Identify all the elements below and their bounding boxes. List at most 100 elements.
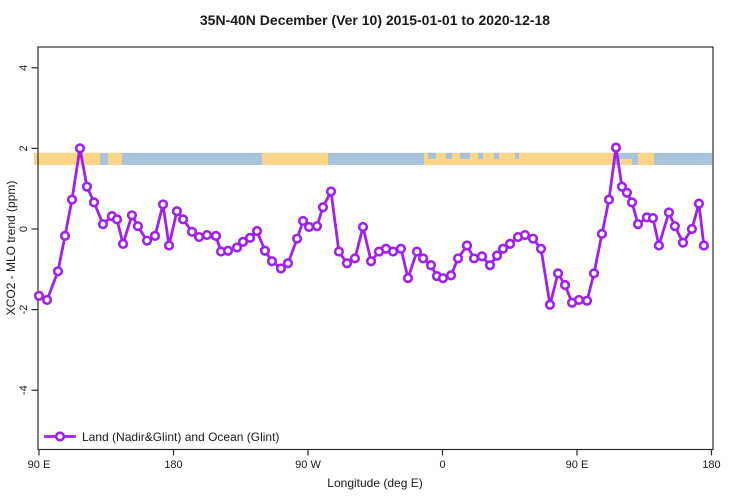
chart-layers: 90 E 180 90 W 0 90 E 180 -4 -2 0 2 4 (18, 46, 721, 471)
data-point-marker (41, 294, 53, 306)
data-point-marker (157, 199, 169, 210)
data-point-marker (395, 243, 407, 254)
y-tick-label: 0 (18, 226, 30, 232)
x-tick-label: 90 E (566, 459, 589, 471)
data-point-marker (603, 194, 615, 205)
data-point-marker (402, 273, 414, 284)
data-point-marker (81, 181, 93, 192)
data-point-marker (417, 253, 429, 264)
data-point-marker (349, 253, 361, 264)
data-point-marker (596, 228, 608, 239)
data-point-marker (237, 236, 249, 247)
data-point-marker (365, 256, 377, 267)
data-point-marker (677, 237, 689, 248)
plot-border (37, 46, 714, 451)
data-point-marker (126, 210, 138, 221)
data-point-marker (59, 230, 71, 241)
data-point-marker (163, 240, 175, 251)
data-point-marker (259, 245, 271, 256)
x-axis-title: Longitude (deg E) (327, 476, 422, 490)
data-point-marker (632, 219, 644, 230)
data-point-marker (581, 295, 593, 306)
data-point-marker (686, 223, 698, 235)
data-point-marker (266, 256, 278, 267)
y-tick-label: -4 (18, 385, 30, 395)
data-point-marker (201, 229, 213, 241)
data-point-marker (693, 198, 705, 209)
legend-marker-icon (54, 431, 66, 442)
data-point-marker (74, 143, 86, 154)
data-point-marker (461, 240, 473, 251)
data-point-marker (497, 243, 509, 254)
data-point-marker (445, 270, 457, 281)
data-point-marker (621, 187, 633, 198)
land-band-segment (637, 152, 654, 165)
data-point-marker (653, 240, 664, 251)
data-point-marker (669, 221, 680, 232)
y-axis-title: XCO2 - MLO trend (ppm) (4, 181, 18, 316)
data-point-marker (437, 273, 449, 284)
data-point-marker (552, 268, 564, 279)
ocean-band-speckle (478, 152, 483, 159)
data-point-marker (476, 251, 488, 262)
data-point-marker (544, 299, 556, 310)
y-tick-label: 2 (18, 145, 30, 151)
data-point-marker (141, 235, 153, 246)
data-point-marker (468, 253, 480, 264)
data-point-marker (317, 202, 329, 213)
data-point-marker (559, 279, 571, 291)
data-point-marker (452, 253, 464, 264)
data-point-marker (698, 240, 709, 251)
chart-title: 35N-40N December (Ver 10) 2015-01-01 to … (200, 12, 550, 28)
data-point-marker (177, 214, 189, 225)
data-point-marker (311, 221, 323, 232)
data-point-marker (251, 225, 263, 237)
data-point-marker (425, 260, 437, 271)
data-point-marker (193, 231, 205, 243)
data-point-marker (588, 268, 600, 279)
data-point-marker (186, 226, 198, 237)
data-point-marker (149, 230, 161, 241)
data-point-marker (519, 229, 531, 241)
data-point-marker (411, 246, 423, 257)
x-tick-label: 90 E (28, 459, 51, 471)
ocean-band-speckle (445, 152, 453, 159)
data-point-marker (387, 246, 399, 257)
data-point-marker (244, 232, 256, 243)
x-tick-label: 180 (702, 459, 720, 471)
data-point-marker (88, 197, 100, 208)
data-point-marker (291, 233, 303, 244)
data-point-marker (325, 186, 337, 197)
x-tick-label: 180 (164, 459, 182, 471)
legend-label: Land (Nadir&Glint) and Ocean (Glint) (82, 430, 279, 444)
data-point-marker (231, 242, 243, 253)
data-point-marker (297, 215, 309, 227)
data-point-marker (616, 181, 628, 192)
data-point-marker (341, 258, 353, 269)
data-point-marker (275, 263, 287, 274)
x-tick-label: 0 (439, 459, 445, 471)
data-point-marker (333, 246, 345, 257)
ocean-band-speckle (459, 152, 470, 159)
y-tick-label: -2 (18, 305, 30, 315)
data-point-marker (303, 221, 315, 233)
data-point-marker (97, 219, 109, 230)
data-point-marker (484, 260, 496, 271)
ocean-band-speckle (514, 152, 520, 159)
data-point-marker (663, 207, 675, 218)
land-band-segment (108, 152, 122, 165)
data-point-marker (626, 197, 638, 208)
land-band-segment (620, 158, 632, 165)
data-point-marker (610, 142, 622, 153)
x-tick-label: 90 W (295, 459, 321, 471)
land-band-segment (261, 152, 329, 165)
ocean-band-speckle (428, 152, 436, 159)
data-point-marker (222, 245, 234, 256)
data-point-marker (535, 243, 547, 254)
data-point-marker (52, 266, 64, 277)
data-point-marker (117, 238, 129, 250)
legend: Land (Nadir&Glint) and Ocean (Glint) (44, 430, 279, 444)
land-band-segment (34, 152, 100, 165)
data-point-marker (66, 194, 78, 205)
